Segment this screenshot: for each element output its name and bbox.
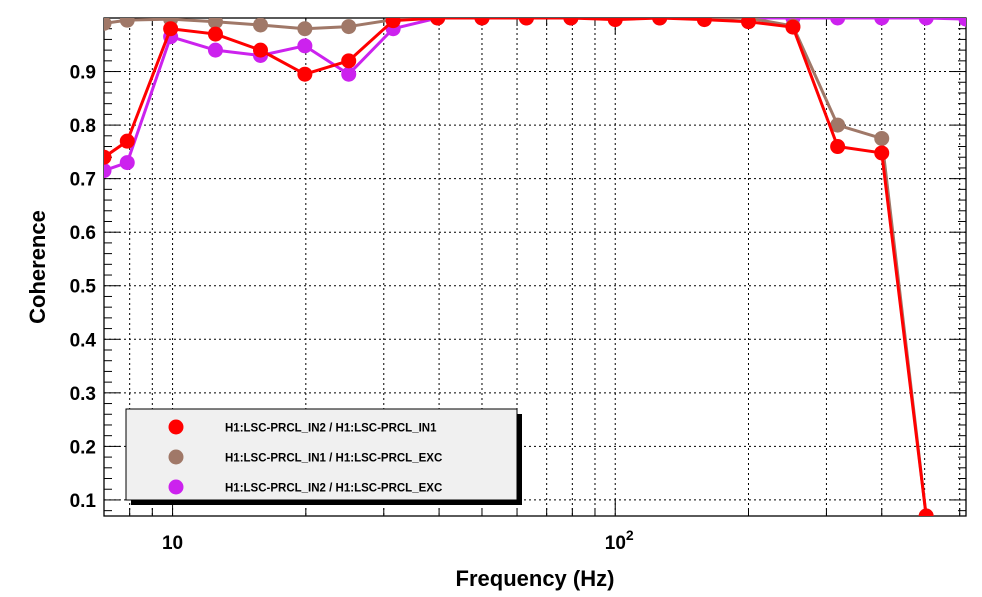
y-tick-label: 0.9	[70, 63, 96, 84]
data-point	[104, 149, 112, 165]
data-point	[918, 508, 934, 516]
data-point	[253, 42, 269, 58]
data-point	[785, 19, 801, 35]
data-point	[104, 18, 112, 31]
legend-marker	[168, 479, 184, 495]
y-axis-title: Coherence	[25, 210, 50, 324]
data-point	[119, 18, 135, 28]
y-tick-label: 0.8	[70, 116, 96, 137]
series-line	[104, 18, 928, 516]
data-point	[119, 133, 135, 149]
data-point	[518, 18, 534, 26]
data-point	[696, 18, 712, 28]
y-tick-label: 0.1	[70, 491, 97, 512]
data-point	[341, 19, 357, 35]
data-point	[207, 26, 223, 42]
y-tick-label: 0.6	[70, 223, 96, 244]
data-point	[297, 21, 313, 37]
data-point	[207, 42, 223, 58]
data-point	[918, 18, 934, 26]
x-tick-label-base: 10	[162, 533, 183, 554]
legend-label: H1:LSC-PRCL_IN2 / H1:LSC-PRCL_IN1	[225, 423, 437, 435]
data-point	[830, 117, 846, 133]
data-point	[652, 18, 668, 26]
data-point	[874, 145, 890, 161]
legend-marker	[168, 419, 184, 435]
data-point	[253, 18, 269, 33]
data-point	[430, 18, 446, 26]
data-point	[385, 18, 401, 29]
tick-labels: 0.10.20.30.40.50.60.70.80.910 102	[70, 63, 634, 554]
x-tick-label-exponent: 2	[626, 527, 634, 543]
data-point	[740, 18, 756, 30]
y-tick-label: 0.5	[70, 277, 97, 298]
data-point	[163, 21, 179, 37]
y-tick-label: 0.3	[70, 384, 96, 405]
x-tick-label-base: 10	[605, 533, 626, 554]
data-point	[119, 155, 135, 171]
x-axis-title: Frequency (Hz)	[456, 566, 615, 591]
data-point	[958, 18, 966, 27]
data-point	[297, 38, 313, 54]
y-tick-label: 0.2	[70, 437, 96, 458]
legend-box	[125, 408, 518, 501]
data-point	[607, 18, 623, 28]
legend: H1:LSC-PRCL_IN2 / H1:LSC-PRCL_IN1 H1:LSC-…	[125, 408, 522, 505]
data-point	[474, 18, 490, 26]
data-point	[830, 139, 846, 155]
y-tick-label: 0.7	[70, 170, 96, 191]
legend-label: H1:LSC-PRCL_IN1 / H1:LSC-PRCL_EXC	[225, 453, 442, 465]
data-point	[341, 66, 357, 82]
x-tick-label: 10	[162, 533, 183, 554]
series-layer	[104, 18, 966, 516]
legend-label: H1:LSC-PRCL_IN2 / H1:LSC-PRCL_EXC	[225, 483, 442, 495]
data-point	[874, 130, 890, 146]
series-group	[104, 18, 934, 516]
data-point	[104, 163, 112, 179]
data-point	[207, 18, 223, 30]
data-point	[563, 18, 579, 26]
data-point	[297, 66, 313, 82]
data-point	[830, 18, 846, 26]
series-line	[104, 18, 966, 173]
y-tick-label: 0.4	[70, 330, 97, 351]
x-tick-label: 102	[605, 527, 634, 554]
data-point	[341, 53, 357, 69]
data-point	[874, 18, 890, 26]
legend-marker	[168, 449, 184, 465]
